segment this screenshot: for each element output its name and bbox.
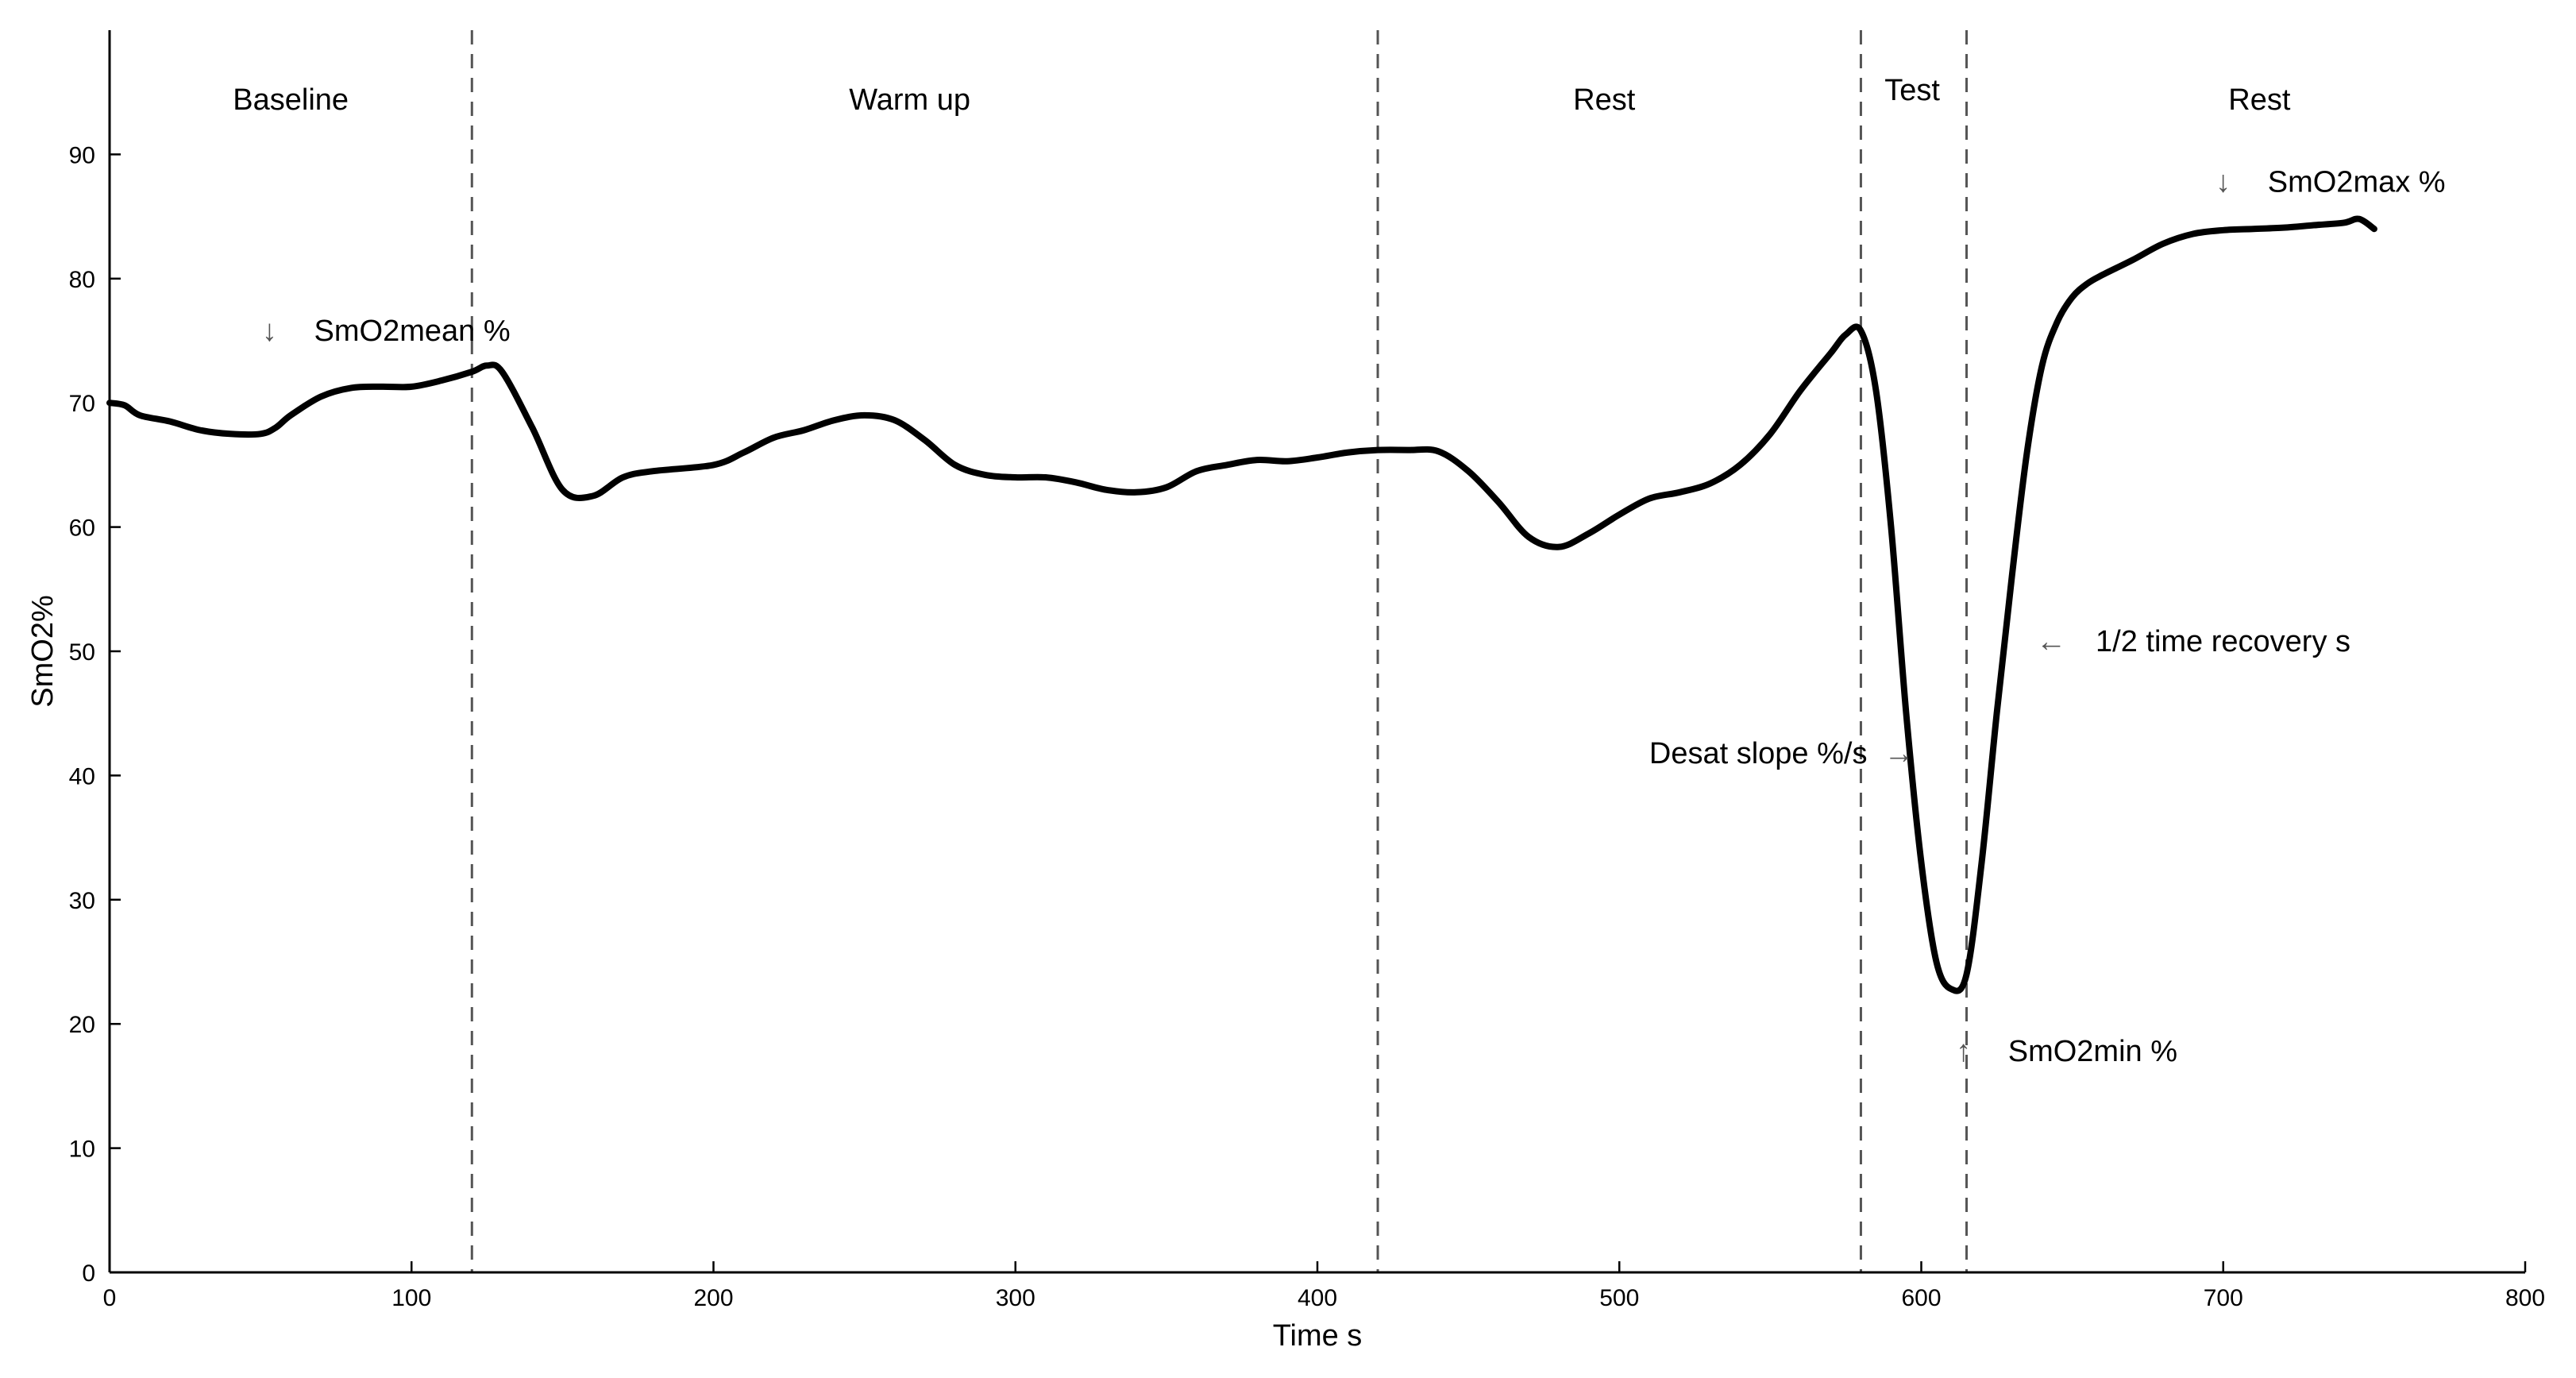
x-tick-label: 800 <box>2505 1285 2545 1311</box>
phase-label: Rest <box>2228 83 2291 117</box>
annotation-arrow-icon: ← <box>2036 625 2066 658</box>
annotation-text: SmO2min % <box>2008 1035 2177 1068</box>
x-tick-label: 100 <box>391 1285 431 1311</box>
y-tick-label: 60 <box>69 515 95 542</box>
annotation-arrow-icon: ↓ <box>2215 165 2231 199</box>
y-tick-label: 0 <box>82 1260 95 1287</box>
x-tick-label: 0 <box>103 1285 117 1311</box>
series-line <box>106 215 2377 994</box>
x-tick-label: 300 <box>996 1285 1035 1311</box>
y-tick-label: 40 <box>69 763 95 789</box>
annotation-arrow-icon: ↓ <box>262 315 277 348</box>
annotation-text: SmO2max % <box>2268 165 2446 199</box>
series-layer <box>106 215 2377 994</box>
y-tick-label: 30 <box>69 888 95 914</box>
x-axis-title: Time s <box>1273 1319 1363 1353</box>
x-tick-label: 600 <box>1901 1285 1941 1311</box>
annotations: ↓ SmO2mean % ↓ SmO2max % ← 1/2 time recovery … <box>262 165 2446 1068</box>
phase-label: Baseline <box>233 83 349 117</box>
y-tick-label: 90 <box>69 142 95 168</box>
annotation-text: Desat slope %/s <box>1649 737 1868 770</box>
y-axis-title: SmO2% <box>26 595 60 707</box>
annotation-text: SmO2mean % <box>314 315 511 348</box>
y-tick-label: 20 <box>69 1012 95 1038</box>
x-tick-label: 500 <box>1599 1285 1639 1311</box>
y-tick-label: 10 <box>69 1137 95 1163</box>
y-tick-label: 50 <box>69 639 95 666</box>
phase-label: Rest <box>1573 83 1636 117</box>
y-tick-label: 70 <box>69 391 95 417</box>
annotation-arrow-icon: ↑ <box>1956 1035 1971 1068</box>
annotation-arrow-icon: → <box>1884 737 1914 770</box>
x-tick-label: 400 <box>1298 1285 1337 1311</box>
x-tick-label: 700 <box>2204 1285 2243 1311</box>
axes: 0 100 200 300 400 500 600 700 800 0 10 20 30 40 50 60 70… <box>69 30 2545 1311</box>
phase-label: Test <box>1884 74 1940 107</box>
x-tick-label: 200 <box>693 1285 733 1311</box>
phase-label: Warm up <box>849 83 970 117</box>
annotation-text: 1/2 time recovery s <box>2096 625 2350 658</box>
y-tick-label: 80 <box>69 267 95 293</box>
phase-boundaries: Baseline Warm up Rest Test Rest <box>233 30 2291 1272</box>
